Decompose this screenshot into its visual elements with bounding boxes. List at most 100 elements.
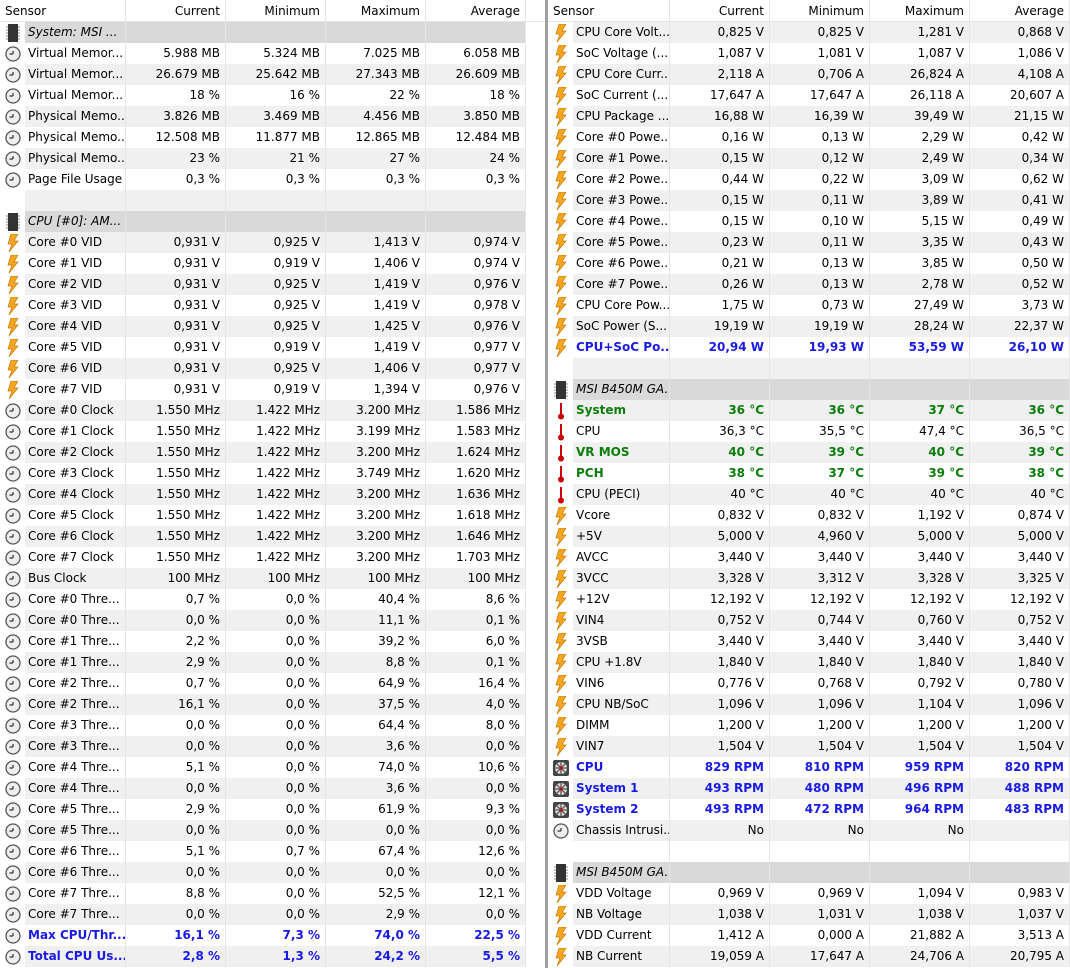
header-sensor[interactable]: Sensor [548,0,670,21]
header-sensor[interactable]: Sensor [0,0,126,21]
sensor-row[interactable]: NB Voltage 1,038 V 1,031 V 1,038 V 1,037 V [548,904,1070,925]
sensor-row[interactable]: 3VCC 3,328 V 3,312 V 3,328 V 3,325 V [548,568,1070,589]
sensor-row[interactable]: Core #3 VID 0,931 V 0,925 V 1,419 V 0,978 V [0,295,545,316]
sensor-row[interactable]: VIN6 0,776 V 0,768 V 0,792 V 0,780 V [548,673,1070,694]
sensor-row[interactable]: Physical Memo... 12.508 MB 11.877 MB 12.865… [0,127,545,148]
sensor-row[interactable]: NB Current 19,059 A 17,647 A 24,706 A 20,795… [548,946,1070,967]
sensor-row[interactable]: Core #3 Thre... 0,0 % 0,0 % 64,4 % 8,0 % [0,715,545,736]
sensor-row[interactable]: AVCC 3,440 V 3,440 V 3,440 V 3,440 V [548,547,1070,568]
sensor-row[interactable]: Core #6 Powe... 0,21 W 0,13 W 3,85 W 0,50 W [548,253,1070,274]
sensor-row[interactable]: SoC Current (... 17,647 A 17,647 A 26,118 A… [548,85,1070,106]
sensor-row[interactable]: Virtual Memor... 18 % 16 % 22 % 18 % [0,85,545,106]
sensor-row[interactable]: Core #6 Thre... 5,1 % 0,7 % 67,4 % 12,6 % [0,841,545,862]
sensor-row[interactable]: Core #4 Thre... 5,1 % 0,0 % 74,0 % 10,6 % [0,757,545,778]
sensor-row[interactable]: Core #5 Thre... 2,9 % 0,0 % 61,9 % 9,3 % [0,799,545,820]
sensor-row[interactable]: Chassis Intrusi... No No No [548,820,1070,841]
sensor-row[interactable]: VIN4 0,752 V 0,744 V 0,760 V 0,752 V [548,610,1070,631]
sensor-row[interactable]: Max CPU/Thr... 16,1 % 7,3 % 74,0 % 22,5 % [0,925,545,946]
sensor-row[interactable]: VR MOS 40 °C 39 °C 40 °C 39 °C [548,442,1070,463]
header-current[interactable]: Current [670,0,770,21]
sensor-row[interactable]: Core #1 Powe... 0,15 W 0,12 W 2,49 W 0,34 W [548,148,1070,169]
sensor-group-header[interactable]: MSI B450M GA... [548,862,1070,883]
sensor-row[interactable]: Page File Usage 0,3 % 0,3 % 0,3 % 0,3 % [0,169,545,190]
sensor-row[interactable]: 3VSB 3,440 V 3,440 V 3,440 V 3,440 V [548,631,1070,652]
sensor-row[interactable]: Physical Memo... 23 % 21 % 27 % 24 % [0,148,545,169]
sensor-row[interactable]: VIN7 1,504 V 1,504 V 1,504 V 1,504 V [548,736,1070,757]
sensor-row[interactable]: Core #2 Thre... 0,7 % 0,0 % 64,9 % 16,4 % [0,673,545,694]
sensor-row[interactable]: Core #0 Thre... 0,7 % 0,0 % 40,4 % 8,6 % [0,589,545,610]
sensor-row[interactable]: CPU +1.8V 1,840 V 1,840 V 1,840 V 1,840 V [548,652,1070,673]
sensor-row[interactable]: CPU Core Curr... 2,118 A 0,706 A 26,824 A 4,… [548,64,1070,85]
sensor-row[interactable]: Physical Memo... 3.826 MB 3.469 MB 4.456 MB… [0,106,545,127]
sensor-row[interactable]: Core #3 Thre... 0,0 % 0,0 % 3,6 % 0,0 % [0,736,545,757]
sensor-group-header[interactable]: CPU [#0]: AM... [0,211,545,232]
sensor-row[interactable]: DIMM 1,200 V 1,200 V 1,200 V 1,200 V [548,715,1070,736]
sensor-row[interactable]: System 2 493 RPM 472 RPM 964 RPM 483 RPM [548,799,1070,820]
sensor-row[interactable]: Core #0 Clock 1.550 MHz 1.422 MHz 3.200 MHz… [0,400,545,421]
header-current[interactable]: Current [126,0,226,21]
sensor-row[interactable]: +5V 5,000 V 4,960 V 5,000 V 5,000 V [548,526,1070,547]
header-average[interactable]: Average [426,0,526,21]
sensor-row[interactable]: Core #2 Powe... 0,44 W 0,22 W 3,09 W 0,62 W [548,169,1070,190]
sensor-row[interactable]: System 36 °C 36 °C 37 °C 36 °C [548,400,1070,421]
sensor-row[interactable]: Core #7 Powe... 0,26 W 0,13 W 2,78 W 0,52 W [548,274,1070,295]
sensor-row[interactable]: System 1 493 RPM 480 RPM 496 RPM 488 RPM [548,778,1070,799]
sensor-row[interactable]: Core #5 Clock 1.550 MHz 1.422 MHz 3.200 MHz… [0,505,545,526]
sensor-row[interactable]: Core #0 Thre... 0,0 % 0,0 % 11,1 % 0,1 % [0,610,545,631]
sensor-group-header[interactable]: System: MSI ... [0,22,545,43]
sensor-row[interactable]: SoC Voltage (... 1,087 V 1,081 V 1,087 V 1,0… [548,43,1070,64]
sensor-row[interactable]: CPU Core Pow... 1,75 W 0,73 W 27,49 W 3,73 W [548,295,1070,316]
sensor-row[interactable]: Core #6 VID 0,931 V 0,925 V 1,406 V 0,977 V [0,358,545,379]
header-maximum[interactable]: Maximum [870,0,970,21]
sensor-row[interactable]: Core #1 Thre... 2,9 % 0,0 % 8,8 % 0,1 % [0,652,545,673]
sensor-row[interactable]: +12V 12,192 V 12,192 V 12,192 V 12,192 V [548,589,1070,610]
sensor-row[interactable]: Core #3 Powe... 0,15 W 0,11 W 3,89 W 0,41 W [548,190,1070,211]
sensor-row[interactable]: Core #7 VID 0,931 V 0,919 V 1,394 V 0,976 V [0,379,545,400]
sensor-row[interactable]: SoC Power (S... 19,19 W 19,19 W 28,24 W 22,3… [548,316,1070,337]
sensor-row[interactable]: Core #6 Thre... 0,0 % 0,0 % 0,0 % 0,0 % [0,862,545,883]
sensor-row[interactable]: Virtual Memor... 5.988 MB 5.324 MB 7.025 MB… [0,43,545,64]
sensor-row[interactable]: Core #4 VID 0,931 V 0,925 V 1,425 V 0,976 V [0,316,545,337]
sensor-row[interactable]: Core #4 Thre... 0,0 % 0,0 % 3,6 % 0,0 % [0,778,545,799]
blank-row[interactable] [548,841,1070,862]
header-average[interactable]: Average [970,0,1070,21]
sensor-row[interactable]: Core #1 Clock 1.550 MHz 1.422 MHz 3.199 MHz… [0,421,545,442]
sensor-row[interactable]: Core #0 Powe... 0,16 W 0,13 W 2,29 W 0,42 W [548,127,1070,148]
sensor-row[interactable]: Virtual Memor... 26.679 MB 25.642 MB 27.343… [0,64,545,85]
sensor-row[interactable]: Core #3 Clock 1.550 MHz 1.422 MHz 3.749 MHz… [0,463,545,484]
sensor-row[interactable]: Core #4 Powe... 0,15 W 0,10 W 5,15 W 0,49 W [548,211,1070,232]
sensor-row[interactable]: Bus Clock 100 MHz 100 MHz 100 MHz 100 MHz [0,568,545,589]
sensor-row[interactable]: Core #5 Thre... 0,0 % 0,0 % 0,0 % 0,0 % [0,820,545,841]
sensor-row[interactable]: PCH 38 °C 37 °C 39 °C 38 °C [548,463,1070,484]
sensor-row[interactable]: Core #1 Thre... 2,2 % 0,0 % 39,2 % 6,0 % [0,631,545,652]
sensor-row[interactable]: Core #7 Clock 1.550 MHz 1.422 MHz 3.200 MHz… [0,547,545,568]
sensor-row[interactable]: Core #1 VID 0,931 V 0,919 V 1,406 V 0,974 V [0,253,545,274]
sensor-row[interactable]: CPU Core Volt... 0,825 V 0,825 V 1,281 V 0,8… [548,22,1070,43]
sensor-row[interactable]: Total CPU Us... 2,8 % 1,3 % 24,2 % 5,5 % [0,946,545,967]
sensor-pane-left[interactable]: Sensor Current Minimum Maximum Average S… [0,0,545,968]
header-minimum[interactable]: Minimum [226,0,326,21]
pane-splitter[interactable] [545,0,548,968]
sensor-row[interactable]: CPU 829 RPM 810 RPM 959 RPM 820 RPM [548,757,1070,778]
sensor-row[interactable]: CPU 36,3 °C 35,5 °C 47,4 °C 36,5 °C [548,421,1070,442]
sensor-row[interactable]: Core #4 Clock 1.550 MHz 1.422 MHz 3.200 MHz… [0,484,545,505]
sensor-group-header[interactable]: MSI B450M GA... [548,379,1070,400]
sensor-row[interactable]: Core #5 Powe... 0,23 W 0,11 W 3,35 W 0,43 W [548,232,1070,253]
sensor-pane-right[interactable]: Sensor Current Minimum Maximum Average C… [548,0,1070,968]
sensor-row[interactable]: CPU Package ... 16,88 W 16,39 W 39,49 W 21,1… [548,106,1070,127]
header-maximum[interactable]: Maximum [326,0,426,21]
sensor-row[interactable]: Core #6 Clock 1.550 MHz 1.422 MHz 3.200 MHz… [0,526,545,547]
sensor-row[interactable]: Core #2 Thre... 16,1 % 0,0 % 37,5 % 4,0 % [0,694,545,715]
sensor-row[interactable]: Core #5 VID 0,931 V 0,919 V 1,419 V 0,977 V [0,337,545,358]
sensor-row[interactable]: CPU (PECI) 40 °C 40 °C 40 °C 40 °C [548,484,1070,505]
sensor-row[interactable]: Core #0 VID 0,931 V 0,925 V 1,413 V 0,974 V [0,232,545,253]
sensor-row[interactable]: Core #2 VID 0,931 V 0,925 V 1,419 V 0,976 V [0,274,545,295]
blank-row[interactable] [548,358,1070,379]
blank-row[interactable] [0,190,545,211]
sensor-row[interactable]: Core #2 Clock 1.550 MHz 1.422 MHz 3.200 MHz… [0,442,545,463]
header-minimum[interactable]: Minimum [770,0,870,21]
sensor-row[interactable]: Core #7 Thre... 0,0 % 0,0 % 2,9 % 0,0 % [0,904,545,925]
sensor-row[interactable]: Vcore 0,832 V 0,832 V 1,192 V 0,874 V [548,505,1070,526]
sensor-row[interactable]: VDD Current 1,412 A 0,000 A 21,882 A 3,513 A [548,925,1070,946]
sensor-row[interactable]: Core #7 Thre... 8,8 % 0,0 % 52,5 % 12,1 % [0,883,545,904]
